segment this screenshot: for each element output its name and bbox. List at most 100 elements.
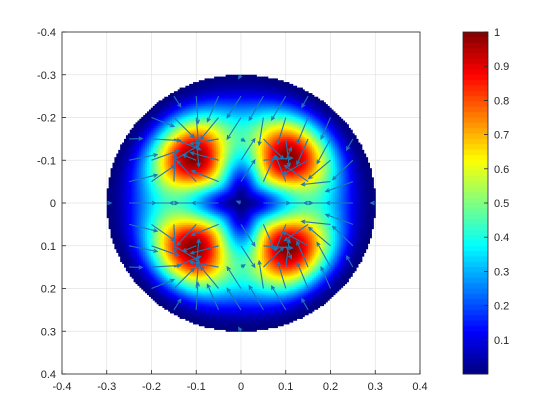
heatmap-cell bbox=[129, 213, 133, 217]
heatmap-cell bbox=[112, 235, 115, 239]
heatmap-cell bbox=[125, 192, 129, 195]
heatmap-cell bbox=[118, 208, 121, 211]
heatmap-cell bbox=[129, 267, 133, 270]
heatmap-cell bbox=[116, 245, 119, 248]
heatmap-cell bbox=[110, 213, 114, 217]
heatmap-cell bbox=[145, 270, 148, 274]
heatmap-cell bbox=[114, 208, 117, 211]
heatmap-cell bbox=[147, 120, 150, 123]
heatmap-cell bbox=[147, 204, 150, 208]
heatmap-cell bbox=[131, 250, 135, 253]
heatmap-cell bbox=[114, 166, 117, 169]
heatmap-cell bbox=[120, 175, 123, 178]
heatmap-cell bbox=[141, 219, 144, 222]
heatmap-cell bbox=[147, 217, 150, 220]
heatmap-cell bbox=[124, 192, 127, 195]
heatmap-cell bbox=[112, 188, 115, 191]
heatmap-cell bbox=[125, 252, 129, 255]
heatmap-cell bbox=[145, 173, 148, 177]
heatmap-cell bbox=[125, 234, 129, 237]
heatmap-cell bbox=[133, 263, 137, 266]
heatmap-cell bbox=[129, 140, 133, 144]
heatmap-cell bbox=[137, 162, 140, 166]
heatmap-cell bbox=[133, 190, 137, 193]
heatmap-cell bbox=[143, 118, 146, 122]
heatmap-cell bbox=[143, 270, 146, 274]
heatmap-cell bbox=[116, 170, 119, 173]
heatmap-cell bbox=[125, 223, 129, 226]
heatmap-cell bbox=[135, 175, 138, 178]
heatmap-cell bbox=[129, 256, 133, 259]
heatmap-cell bbox=[127, 164, 131, 167]
heatmap-cell bbox=[124, 204, 127, 208]
heatmap-cell bbox=[133, 245, 137, 248]
heatmap-cell bbox=[127, 270, 131, 274]
heatmap-cell bbox=[120, 166, 123, 169]
heatmap-cell bbox=[143, 235, 146, 239]
heatmap-cell bbox=[133, 267, 137, 270]
heatmap-cell bbox=[137, 208, 140, 211]
heatmap-cell bbox=[133, 272, 137, 275]
heatmap-cell bbox=[112, 190, 115, 193]
heatmap-cell bbox=[129, 177, 133, 180]
heatmap-cell bbox=[147, 226, 150, 230]
heatmap-cell bbox=[110, 223, 114, 226]
heatmap-cell bbox=[139, 192, 142, 195]
heatmap-cell bbox=[137, 263, 140, 266]
heatmap-cell bbox=[112, 184, 115, 188]
heatmap-cell bbox=[108, 215, 112, 219]
heatmap-cell bbox=[135, 151, 138, 155]
heatmap-cell bbox=[143, 203, 146, 206]
heatmap-cell bbox=[137, 248, 140, 252]
heatmap-cell bbox=[120, 144, 123, 147]
heatmap-cell bbox=[143, 175, 146, 178]
heatmap-cell bbox=[125, 148, 129, 151]
heatmap-cell bbox=[120, 237, 123, 241]
heatmap-cell bbox=[139, 283, 142, 286]
heatmap-cell bbox=[147, 146, 150, 149]
heatmap-cell bbox=[120, 212, 123, 215]
heatmap-cell bbox=[125, 179, 129, 182]
heatmap-cell bbox=[135, 241, 138, 244]
heatmap-cell bbox=[106, 206, 110, 209]
heatmap-cell bbox=[137, 268, 140, 272]
heatmap-cell bbox=[129, 252, 133, 255]
heatmap-cell bbox=[124, 237, 127, 241]
heatmap-cell bbox=[118, 177, 121, 180]
heatmap-cell bbox=[139, 208, 142, 211]
heatmap-cell bbox=[143, 115, 146, 118]
heatmap-cell bbox=[127, 210, 131, 213]
heatmap-cell bbox=[122, 257, 125, 261]
heatmap-cell bbox=[133, 206, 137, 209]
heatmap-cell bbox=[122, 144, 125, 147]
heatmap-cell bbox=[116, 243, 119, 246]
heatmap-cell bbox=[145, 256, 148, 259]
heatmap-cell bbox=[110, 168, 114, 171]
heatmap-cell bbox=[122, 234, 125, 237]
heatmap-cell bbox=[145, 142, 148, 145]
heatmap-cell bbox=[120, 239, 123, 242]
heatmap-cell bbox=[114, 235, 117, 239]
heatmap-cell bbox=[120, 203, 123, 206]
heatmap-cell bbox=[118, 226, 121, 230]
heatmap-cell bbox=[116, 234, 119, 237]
heatmap-cell bbox=[141, 120, 144, 123]
heatmap-cell bbox=[133, 133, 137, 136]
heatmap-cell bbox=[141, 122, 144, 125]
heatmap-cell bbox=[127, 193, 131, 197]
heatmap-cell bbox=[145, 274, 148, 277]
heatmap-cell bbox=[135, 234, 138, 237]
heatmap-cell bbox=[135, 166, 138, 169]
heatmap-cell bbox=[137, 256, 140, 259]
heatmap-cell bbox=[133, 270, 137, 274]
heatmap-cell bbox=[143, 254, 146, 257]
heatmap-cell bbox=[143, 224, 146, 228]
heatmap-cell bbox=[145, 170, 148, 173]
heatmap-cell bbox=[145, 195, 148, 199]
heatmap-cell bbox=[147, 160, 150, 164]
heatmap-cell bbox=[120, 248, 123, 252]
heatmap-cell bbox=[131, 129, 135, 133]
heatmap-cell bbox=[129, 168, 133, 171]
heatmap-cell bbox=[139, 259, 142, 263]
heatmap-cell bbox=[122, 219, 125, 222]
